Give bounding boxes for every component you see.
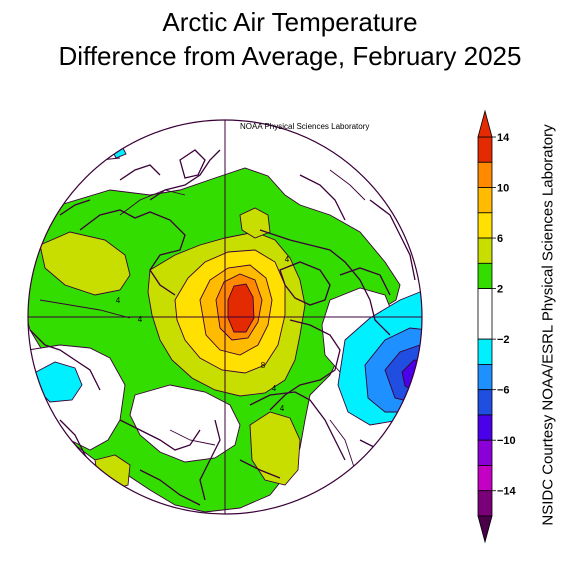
colorbar-tick-label: 10 [497, 183, 509, 195]
anomaly-region-red [227, 283, 255, 333]
contour-label: 4 [280, 404, 285, 413]
colorbar-bin [477, 414, 493, 441]
colorbar-bin [477, 439, 493, 466]
map-border [27, 119, 423, 515]
colorbar: 14 10 6 2 −2 −6 −10 −14 [477, 109, 517, 544]
anomaly-region-cyan-west [35, 361, 83, 403]
anomaly-region-yellowgreen-west [39, 231, 131, 296]
contour-label: 4 [138, 315, 143, 324]
colorbar-bin [477, 187, 493, 214]
colorbar-tick-label: 14 [497, 132, 510, 144]
colorbar-bin [477, 288, 493, 340]
contour-label-group: 4 4 4 8 4 4 [116, 255, 290, 413]
colorbar-under-arrow [477, 515, 493, 544]
colorbar-tick-label: 2 [497, 284, 503, 296]
colorbar-bin [477, 136, 493, 163]
colorbar-bin [477, 363, 493, 391]
colorbar-bin [477, 237, 493, 264]
contour-label: 4 [116, 296, 121, 305]
colorbar-bin [477, 338, 493, 365]
contour-label: 8 [261, 361, 266, 370]
colorbar-tick-label: 6 [497, 233, 503, 245]
contour-label: 4 [272, 384, 277, 393]
map-title-line2: Difference from Average, February 2025 [58, 41, 522, 71]
anomaly-field [28, 120, 422, 514]
map-title-line1: Arctic Air Temperature [162, 7, 418, 37]
colorbar-bin [477, 262, 493, 290]
colorbar-bin [477, 389, 493, 416]
colorbar-bin [477, 161, 493, 188]
colorbar-tick-label: −6 [497, 385, 510, 397]
colorbar-bin [477, 490, 493, 517]
contour-label: 4 [285, 255, 290, 264]
colorbar-tick-label: −2 [497, 334, 510, 346]
colorbar-tick-label: −14 [497, 486, 517, 498]
lab-label: NOAA Physical Sciences Laboratory [240, 122, 369, 131]
colorbar-over-arrow [477, 109, 493, 138]
credit-text: NSIDC Courtesy NOAA/ESRL Physical Scienc… [539, 124, 557, 526]
colorbar-bin [477, 212, 493, 239]
credit-text-container: NSIDC Courtesy NOAA/ESRL Physical Scienc… [530, 84, 566, 566]
anomaly-region-yellowgreen-south [249, 411, 301, 486]
colorbar-tick-label: −10 [497, 435, 516, 447]
colorbar-bin [477, 465, 493, 492]
